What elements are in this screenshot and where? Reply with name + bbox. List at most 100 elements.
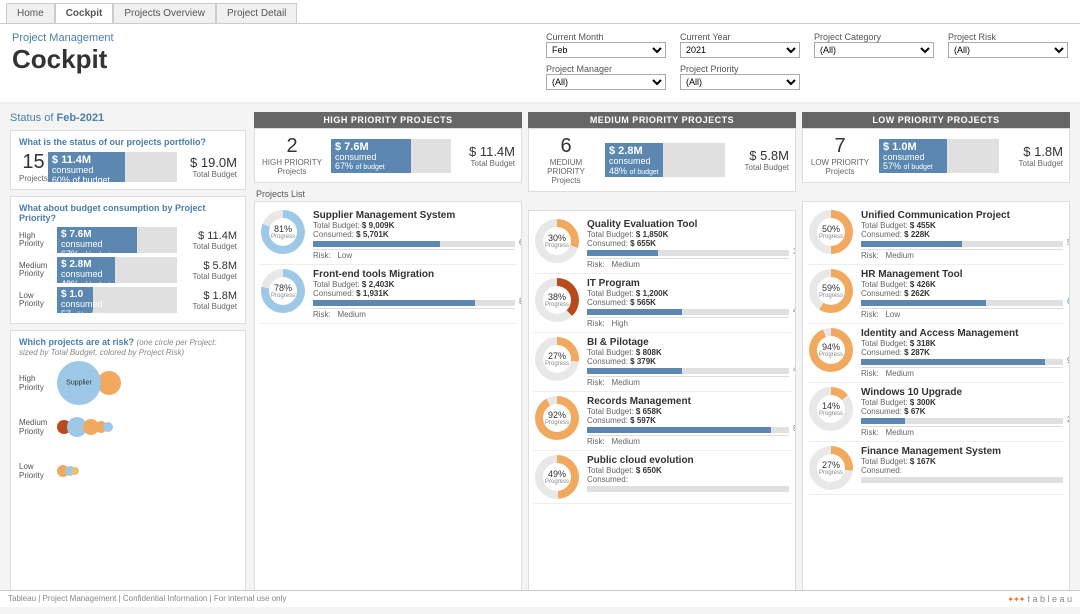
risk-bubble[interactable] [71, 467, 79, 475]
project-total: Total Budget: $ 455K [861, 221, 1063, 230]
project-item[interactable]: 94%Progress Identity and Access Manageme… [807, 324, 1065, 383]
progress-donut: 81%Progress [261, 210, 305, 254]
project-total: Total Budget: $ 426K [861, 280, 1063, 289]
header: Project Management Cockpit Current Month… [0, 24, 1080, 104]
priority-label: High Priority [19, 232, 53, 248]
column-count: 6MEDIUM PRIORITY Projects [535, 135, 597, 185]
project-risk: Risk: Medium [587, 258, 789, 269]
project-item[interactable]: 38%Progress IT Program Total Budget: $ 1… [533, 274, 791, 333]
column-budget-bar[interactable]: $ 7.6Mconsumed67% of budget [331, 139, 451, 173]
project-total: Total Budget: $ 167K [861, 457, 1063, 466]
project-item[interactable]: 50%Progress Unified Communication Projec… [807, 206, 1065, 265]
project-item[interactable]: 14%Progress Windows 10 Upgrade Total Bud… [807, 383, 1065, 442]
project-consumed: Consumed: $ 228K [861, 230, 1063, 239]
project-consumed: Consumed: $ 287K [861, 348, 1063, 357]
column-budget-bar[interactable]: $ 1.0Mconsumed57% of budget [879, 139, 999, 173]
filter-priority: Project Priority(All) [680, 64, 800, 90]
column-header: HIGH PRIORITY PROJECTS [254, 112, 522, 128]
project-item[interactable]: 78%Progress Front-end tools Migration To… [259, 265, 517, 324]
column-summary: 6MEDIUM PRIORITY Projects $ 2.8Mconsumed… [528, 128, 796, 192]
subtitle: Project Management [12, 32, 114, 44]
risk-bubble[interactable]: Supplier [57, 361, 101, 405]
project-risk: Risk: Medium [587, 435, 789, 446]
project-item[interactable]: 27%Progress Finance Management System To… [807, 442, 1065, 495]
left-panel: Status of Feb-2021 What is the status of… [10, 112, 246, 606]
filter-year: Current Year2021 [680, 32, 800, 58]
project-consumed: Consumed: $ 5,701K [313, 230, 515, 239]
project-bar: 22% [861, 418, 1063, 424]
project-bar: 35% [587, 250, 789, 256]
risk-row: High PrioritySupplier [19, 361, 237, 405]
progress-donut: 50%Progress [809, 210, 853, 254]
progress-donut: 30%Progress [535, 219, 579, 263]
project-risk: Risk: Low [313, 249, 515, 260]
tab-projects-overview[interactable]: Projects Overview [113, 3, 216, 23]
project-consumed: Consumed: $ 565K [587, 298, 789, 307]
project-risk: Risk: Medium [861, 426, 1063, 437]
project-total: Total Budget: $ 2,403K [313, 280, 515, 289]
tab-bar: HomeCockpitProjects OverviewProject Deta… [0, 0, 1080, 24]
filter-label: Project Risk [948, 32, 1068, 42]
project-consumed: Consumed: [861, 466, 1063, 475]
progress-donut: 38%Progress [535, 278, 579, 322]
project-total: Total Budget: $ 300K [861, 398, 1063, 407]
filter-label: Project Category [814, 32, 934, 42]
at-risk-card: Which projects are at risk? (one circle … [10, 330, 246, 606]
project-item[interactable]: 92%Progress Records Management Total Bud… [533, 392, 791, 451]
filter-manager: Project Manager(All) [546, 64, 666, 90]
status-period: Status of Feb-2021 [10, 112, 246, 124]
filter-select-category[interactable]: (All) [814, 42, 934, 58]
progress-donut: 27%Progress [535, 337, 579, 381]
filter-select-year[interactable]: 2021 [680, 42, 800, 58]
priority-column: MEDIUM PRIORITY PROJECTS6MEDIUM PRIORITY… [528, 112, 796, 606]
portfolio-title: What is the status of our projects portf… [19, 137, 237, 147]
priority-row[interactable]: High Priority $ 7.6Mconsumed67% of budge… [19, 227, 237, 253]
filter-select-risk[interactable]: (All) [948, 42, 1068, 58]
project-total: Total Budget: $ 318K [861, 339, 1063, 348]
tab-cockpit[interactable]: Cockpit [55, 3, 114, 23]
project-item[interactable]: 49%Progress Public cloud evolution Total… [533, 451, 791, 504]
project-bar: 47% [587, 368, 789, 374]
filter-month: Current MonthFeb [546, 32, 666, 58]
progress-donut: 78%Progress [261, 269, 305, 313]
project-item[interactable]: 30%Progress Quality Evaluation Tool Tota… [533, 215, 791, 274]
project-item[interactable]: 27%Progress BI & Pilotage Total Budget: … [533, 333, 791, 392]
project-risk: Risk: High [587, 317, 789, 328]
tab-home[interactable]: Home [6, 3, 55, 23]
filter-select-manager[interactable]: (All) [546, 74, 666, 90]
project-risk: Risk: Low [861, 308, 1063, 319]
priority-bar: $ 1.0consumed57 of budget [57, 287, 177, 313]
page-title: Cockpit [12, 44, 114, 75]
progress-donut: 92%Progress [535, 396, 579, 440]
project-total: Total Budget: $ 650K [587, 466, 789, 475]
project-item[interactable]: 81%Progress Supplier Management System T… [259, 206, 517, 265]
portfolio-budget-bar[interactable]: $ 11.4M consumed 60% of budget [48, 152, 177, 182]
project-list: 81%Progress Supplier Management System T… [254, 201, 522, 606]
progress-donut: 14%Progress [809, 387, 853, 431]
risk-bubble[interactable] [103, 422, 113, 432]
project-bar: 47% [587, 309, 789, 315]
filter-select-priority[interactable]: (All) [680, 74, 800, 90]
column-total: $ 5.8MTotal Budget [733, 148, 789, 172]
column-count: 2HIGH PRIORITY Projects [261, 135, 323, 176]
filter-select-month[interactable]: Feb [546, 42, 666, 58]
priority-row[interactable]: Low Priority $ 1.0consumed57 of budget $… [19, 287, 237, 313]
priority-total: $ 11.4MTotal Budget [181, 230, 237, 251]
project-name: Identity and Access Management [861, 328, 1063, 339]
tab-project-detail[interactable]: Project Detail [216, 3, 297, 23]
priority-row[interactable]: Medium Priority $ 2.8Mconsumed48% of bud… [19, 257, 237, 283]
project-risk: Risk: Medium [587, 376, 789, 387]
project-item[interactable]: 59%Progress HR Management Tool Total Bud… [807, 265, 1065, 324]
project-consumed: Consumed: [587, 475, 789, 484]
risk-row: Low Priority [19, 449, 237, 493]
column-budget-bar[interactable]: $ 2.8Mconsumed48% of budget [605, 143, 725, 177]
progress-donut: 27%Progress [809, 446, 853, 490]
priority-bar: $ 7.6Mconsumed67% of budget [57, 227, 177, 253]
project-bar: 80% [313, 300, 515, 306]
risk-label: High Priority [19, 374, 57, 392]
at-risk-title: Which projects are at risk? (one circle … [19, 337, 237, 357]
project-name: BI & Pilotage [587, 337, 789, 348]
risk-row: Medium Priority [19, 405, 237, 449]
priority-label: Low Priority [19, 292, 53, 308]
priority-column: LOW PRIORITY PROJECTS7LOW PRIORITY Proje… [802, 112, 1070, 606]
